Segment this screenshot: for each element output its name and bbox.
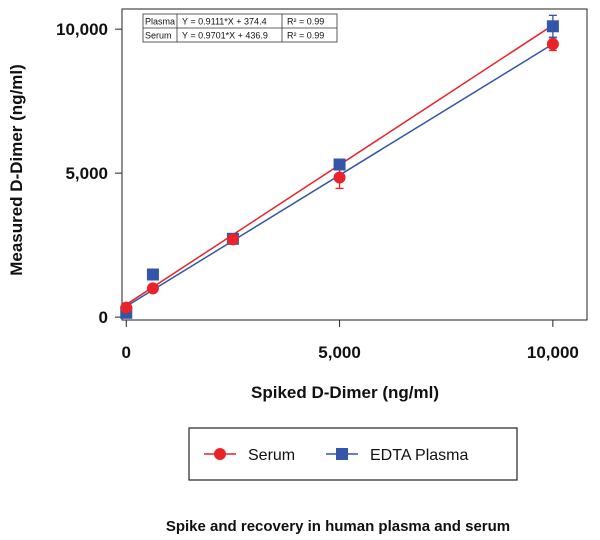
chart-caption: Spike and recovery in human plasma and s… [166,518,510,535]
point-edta-plasma [546,20,559,33]
x-tick-label: 5,000 [318,343,361,362]
eq-row-plasma-sample: Plasma [145,17,175,27]
x-axis-title: Spiked D-Dimer (ng/ml) [251,383,439,402]
y-tick-label: 5,000 [65,164,108,183]
x-axis: 0 5,000 10,000 [122,320,579,362]
eq-row-serum-equation: Y = 0.9701*X + 436.9 [182,31,268,41]
y-axis: 0 5,000 10,000 [56,20,122,327]
data-markers [120,20,559,319]
eq-row-plasma-equation: Y = 0.9111*X + 374.4 [182,17,267,27]
legend-plasma-marker [336,448,348,460]
point-edta-plasma [333,158,346,171]
point-serum [120,301,133,314]
point-serum [226,233,239,246]
point-serum [146,282,159,295]
plot-area-frame [121,8,588,321]
equation-table: Plasma Y = 0.9111*X + 374.4 R² = 0.99 Se… [142,13,338,43]
legend-plasma-label: EDTA Plasma [370,447,469,464]
y-axis-title: Measured D-Dimer (ng/ml) [7,64,26,276]
legend-serum-label: Serum [248,447,295,464]
legend-serum-marker [214,448,226,460]
y-tick-label: 10,000 [56,20,108,39]
point-serum [333,171,346,184]
eq-row-serum-r2: R² = 0.99 [287,31,324,41]
y-tick-label: 0 [99,308,108,327]
point-serum [546,38,559,51]
x-tick-label: 0 [122,343,131,362]
x-tick-label: 10,000 [527,343,579,362]
eq-row-serum-sample: Serum [145,31,172,41]
eq-row-plasma-r2: R² = 0.99 [287,17,324,27]
legend: Serum EDTA Plasma [188,427,518,481]
point-edta-plasma [146,268,159,281]
error-bars [148,14,557,291]
